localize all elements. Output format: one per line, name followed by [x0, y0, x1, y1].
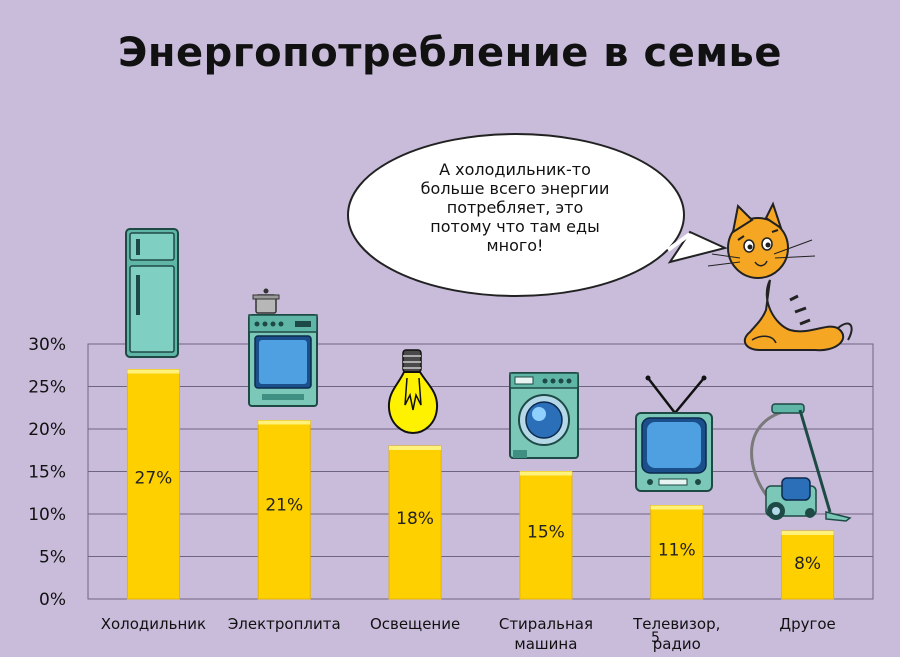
bar-highlight [127, 369, 180, 374]
x-tick-label: Холодильник [101, 615, 206, 633]
data-label: 18% [396, 509, 434, 529]
y-tick-label: 30% [28, 335, 66, 355]
y-tick-label: 0% [39, 590, 66, 610]
data-label: 15% [527, 522, 565, 542]
tv-icon [635, 375, 713, 492]
data-label: 11% [658, 540, 696, 560]
x-tick-label: Стиральная машина [499, 615, 593, 653]
y-tick-label: 5% [39, 548, 66, 568]
x-tick-label: Другое [779, 615, 835, 633]
y-tick-label: 20% [28, 420, 66, 440]
data-label: 8% [794, 554, 821, 574]
fridge-icon [125, 228, 179, 358]
stove-icon [248, 288, 318, 407]
data-label: 27% [135, 468, 173, 488]
vacuum-cleaner-icon [750, 403, 852, 522]
chart-title: Энергопотребление в семье [118, 30, 782, 76]
bar [781, 530, 835, 600]
speech-bubble-text: А холодильник-то больше всего энергии по… [420, 160, 610, 255]
bar-highlight [650, 505, 703, 510]
bar-highlight [781, 531, 834, 535]
washing-machine-icon [509, 372, 579, 459]
speech-bubble [347, 133, 728, 297]
bar-highlight [258, 420, 311, 425]
x-tick-label: Электроплита [228, 615, 341, 633]
y-tick-label: 25% [28, 378, 66, 398]
data-label: 21% [265, 495, 303, 515]
page-number: 5 [651, 630, 660, 646]
bar [519, 471, 573, 600]
x-tick-label: Телевизор, радио [632, 615, 720, 653]
bar [650, 505, 704, 600]
bar-highlight [519, 471, 572, 476]
bar-highlight [389, 446, 442, 450]
y-tick-label: 15% [28, 463, 66, 483]
bar [126, 369, 180, 600]
y-tick-label: 10% [28, 505, 66, 525]
bar [388, 445, 442, 600]
cat-icon [707, 201, 853, 352]
x-tick-label: Освещение [370, 615, 460, 633]
light-bulb-icon [387, 349, 439, 435]
bar [257, 420, 311, 600]
